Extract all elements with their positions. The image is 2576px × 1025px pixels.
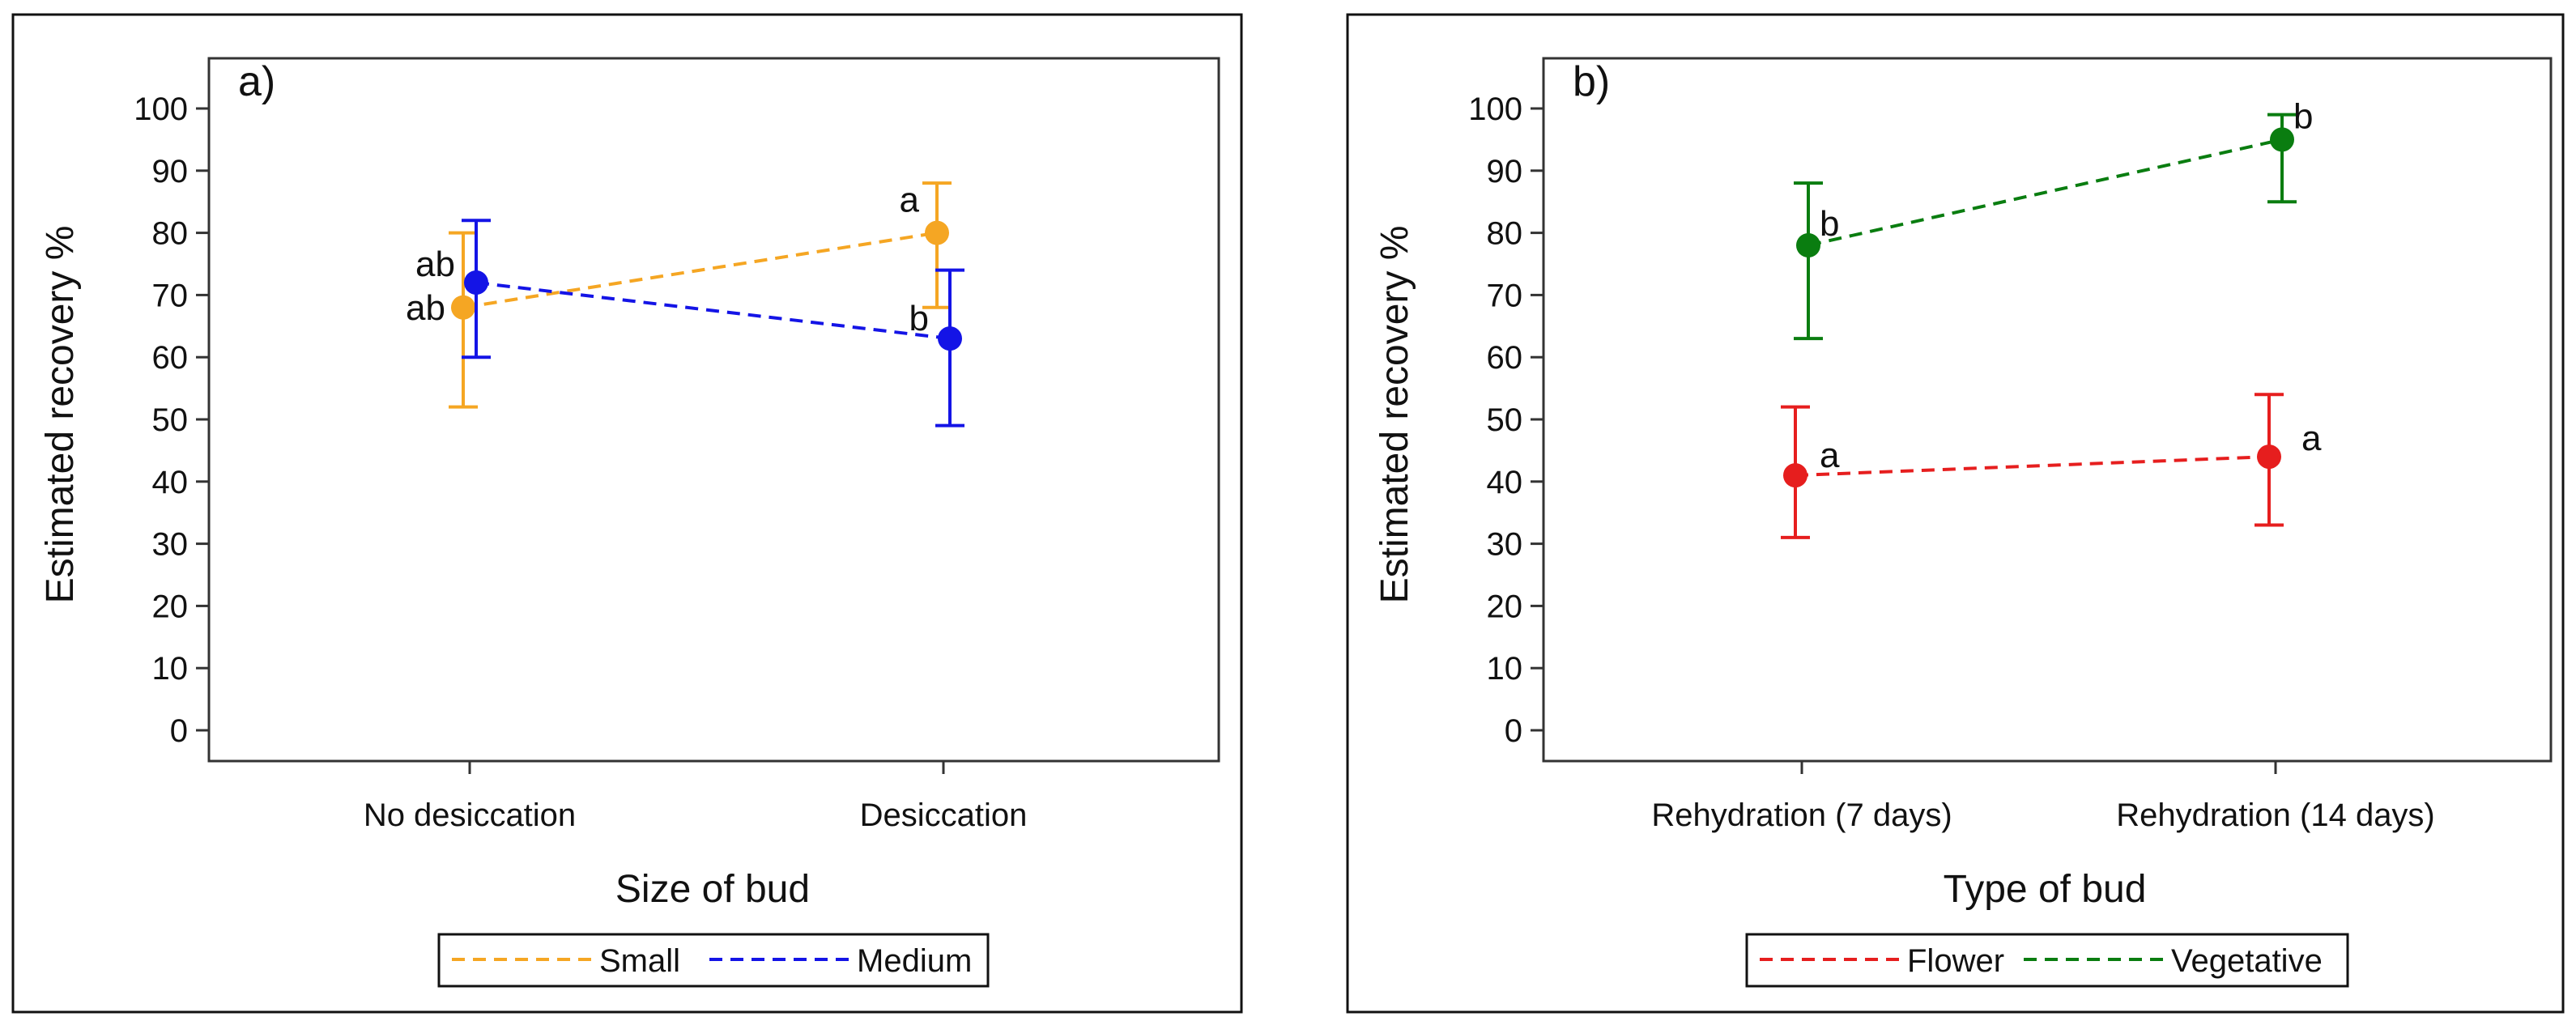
y-tick-label-0: 0 [170, 713, 188, 749]
significance-label-small-no-desiccation: ab [406, 288, 445, 328]
y-tick-label-70: 70 [152, 278, 189, 313]
y-tick-label-50: 50 [1487, 402, 1523, 438]
panel-frame-b [1346, 13, 2565, 1014]
x-axis-title-b: Type of bud [1944, 868, 2147, 911]
y-tick-label-40: 40 [152, 465, 189, 500]
x-axis-title-a: Size of bud [615, 868, 810, 911]
y-ticks-b: 0 10 20 30 40 50 60 70 80 90 100 [1468, 91, 1543, 749]
y-axis-a: 0 10 20 30 40 50 60 70 80 90 100 Estimated recover… [39, 58, 211, 761]
series-line-flower [1795, 455, 2270, 478]
legend-label-vegetative: Vegetative [2171, 943, 2323, 979]
significance-label-flower-rehydration-14-days: a [2301, 419, 2322, 458]
y-tick-label-10: 10 [1487, 651, 1523, 687]
legend-label-medium: Medium [857, 943, 972, 979]
plot-marks-a: ab a ab b [406, 181, 964, 427]
significance-label-medium-desiccation: b [909, 299, 929, 338]
y-tick-label-90: 90 [1487, 154, 1523, 189]
y-tick-label-90: 90 [152, 154, 189, 189]
y-tick-label-80: 80 [1487, 216, 1523, 252]
series-line-vegetative [1807, 138, 2283, 247]
x-tick-label-rehydration-14-days: Rehydration (14 days) [2116, 797, 2435, 833]
x-ticks-b: Rehydration (7 days) Rehydration (14 days… [1651, 761, 2435, 833]
data-point-small-desiccation [925, 220, 949, 245]
significance-label-small-desiccation: a [900, 181, 920, 220]
error-bar-small-no-desiccation [449, 231, 478, 409]
y-tick-label-10: 10 [152, 651, 189, 687]
chart-panel-a: a) 0 10 20 30 40 50 60 70 80 90 100 Estimated reco… [11, 13, 1243, 1014]
chart-panel-b: b) 0 10 20 30 40 50 60 70 80 90 100 Estimated reco… [1346, 13, 2565, 1014]
plot-marks-b: a a b b [1781, 96, 2322, 539]
y-tick-label-20: 20 [152, 589, 189, 624]
significance-label-medium-no-desiccation: ab [415, 245, 455, 284]
x-tick-label-desiccation: Desiccation [860, 797, 1028, 833]
y-tick-label-20: 20 [1487, 589, 1523, 624]
error-bar-vegetative-rehydration-7-days [1794, 181, 1823, 341]
significance-label-vegetative-rehydration-7-days: b [1820, 204, 1839, 244]
y-ticks-a: 0 10 20 30 40 50 60 70 80 90 100 [134, 91, 209, 749]
y-tick-label-50: 50 [152, 402, 189, 438]
data-point-flower-rehydration-7-days [1783, 463, 1807, 488]
data-point-flower-rehydration-14-days [2257, 444, 2281, 470]
x-axis-b: Rehydration (7 days) Rehydration (14 days… [1543, 759, 2551, 911]
x-tick-label-no-desiccation: No desiccation [364, 797, 576, 833]
error-bar-small-desiccation [922, 181, 952, 309]
data-point-small-no-desiccation [451, 295, 475, 320]
legend-label-flower: Flower [1907, 943, 2004, 979]
series-line-medium [475, 281, 951, 341]
significance-label-flower-rehydration-7-days: a [1820, 436, 1840, 475]
data-point-vegetative-rehydration-14-days [2270, 127, 2294, 152]
data-point-medium-no-desiccation [464, 270, 488, 296]
y-tick-label-80: 80 [152, 216, 189, 252]
y-axis-title-b: Estimated recovery % [1373, 226, 1416, 604]
y-tick-label-30: 30 [152, 527, 189, 563]
panel-label-b: b) [1573, 58, 1610, 105]
data-point-vegetative-rehydration-7-days [1796, 232, 1820, 257]
panel-label-a: a) [238, 58, 275, 105]
y-tick-label-100: 100 [134, 91, 188, 127]
legend-b: Flower Vegetative [1745, 933, 2349, 988]
y-tick-label-100: 100 [1468, 91, 1522, 127]
y-tick-label-60: 60 [1487, 340, 1523, 376]
x-tick-label-rehydration-7-days: Rehydration (7 days) [1651, 797, 1952, 833]
data-point-medium-desiccation [938, 326, 962, 351]
y-tick-label-30: 30 [1487, 527, 1523, 563]
y-axis-title-a: Estimated recovery % [39, 226, 82, 604]
series-line-small [462, 231, 938, 309]
x-ticks-a: No desiccation Desiccation [364, 761, 1028, 833]
y-tick-label-40: 40 [1487, 465, 1523, 500]
y-tick-label-70: 70 [1487, 278, 1523, 313]
panel-frame-a [11, 13, 1243, 1014]
legend-label-small: Small [599, 943, 680, 979]
legend-a: Small Medium [437, 933, 990, 988]
significance-label-vegetative-rehydration-14-days: b [2293, 96, 2313, 136]
x-axis-a: No desiccation Desiccation Size of bud [209, 759, 1219, 911]
y-tick-label-0: 0 [1505, 713, 1522, 749]
y-axis-b: 0 10 20 30 40 50 60 70 80 90 100 Estimated recover… [1373, 58, 1545, 761]
y-tick-label-60: 60 [152, 340, 189, 376]
